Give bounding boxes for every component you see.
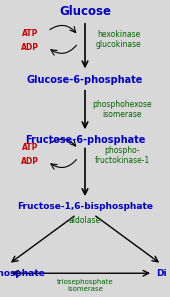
Text: Glucose-6-phosphate: Glucose-6-phosphate: [27, 75, 143, 85]
Text: phosphate: phosphate: [0, 269, 45, 278]
Text: phosphohexose
isomerase: phosphohexose isomerase: [93, 99, 152, 119]
Text: Fructose-6-phosphate: Fructose-6-phosphate: [25, 135, 145, 145]
Text: triosephosphate
isomerase: triosephosphate isomerase: [57, 279, 113, 292]
Text: hexokinase
glucokinase: hexokinase glucokinase: [96, 29, 142, 49]
Text: ADP: ADP: [21, 43, 39, 52]
Text: Glucose: Glucose: [59, 5, 111, 18]
Text: Di: Di: [156, 269, 167, 278]
Text: phospho-
fructokinase-1: phospho- fructokinase-1: [95, 146, 150, 165]
Text: ADP: ADP: [21, 157, 39, 166]
Text: ATP: ATP: [22, 143, 38, 151]
Text: ATP: ATP: [22, 29, 38, 38]
Text: Fructose-1,6-bisphosphate: Fructose-1,6-bisphosphate: [17, 202, 153, 211]
Text: aldolase: aldolase: [69, 216, 101, 225]
